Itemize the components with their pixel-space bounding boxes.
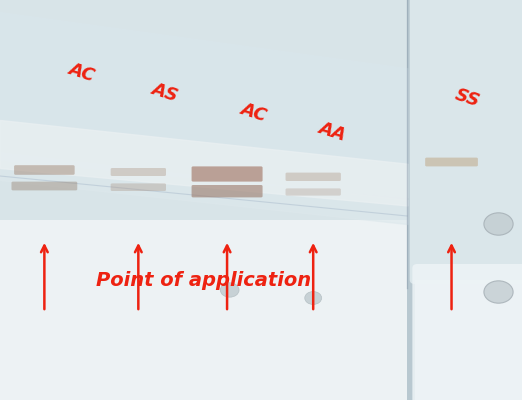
- FancyBboxPatch shape: [111, 168, 166, 176]
- FancyBboxPatch shape: [11, 182, 77, 190]
- FancyBboxPatch shape: [425, 158, 478, 166]
- Circle shape: [484, 213, 513, 235]
- FancyBboxPatch shape: [111, 183, 166, 191]
- Bar: [415, 280, 522, 400]
- Text: AC: AC: [238, 99, 269, 125]
- Text: AC: AC: [65, 59, 97, 85]
- FancyBboxPatch shape: [192, 166, 263, 182]
- FancyBboxPatch shape: [412, 264, 522, 400]
- FancyBboxPatch shape: [286, 188, 341, 196]
- FancyBboxPatch shape: [14, 165, 75, 175]
- FancyBboxPatch shape: [192, 185, 263, 197]
- Circle shape: [305, 292, 322, 304]
- Text: AA: AA: [315, 119, 348, 145]
- Circle shape: [220, 283, 239, 297]
- Bar: [0, 0, 407, 220]
- Bar: [0, 220, 407, 400]
- FancyBboxPatch shape: [286, 172, 341, 181]
- Text: Point of application: Point of application: [96, 270, 311, 290]
- Text: SS: SS: [453, 86, 482, 110]
- FancyBboxPatch shape: [410, 0, 522, 284]
- Circle shape: [484, 281, 513, 303]
- Text: AS: AS: [149, 79, 180, 105]
